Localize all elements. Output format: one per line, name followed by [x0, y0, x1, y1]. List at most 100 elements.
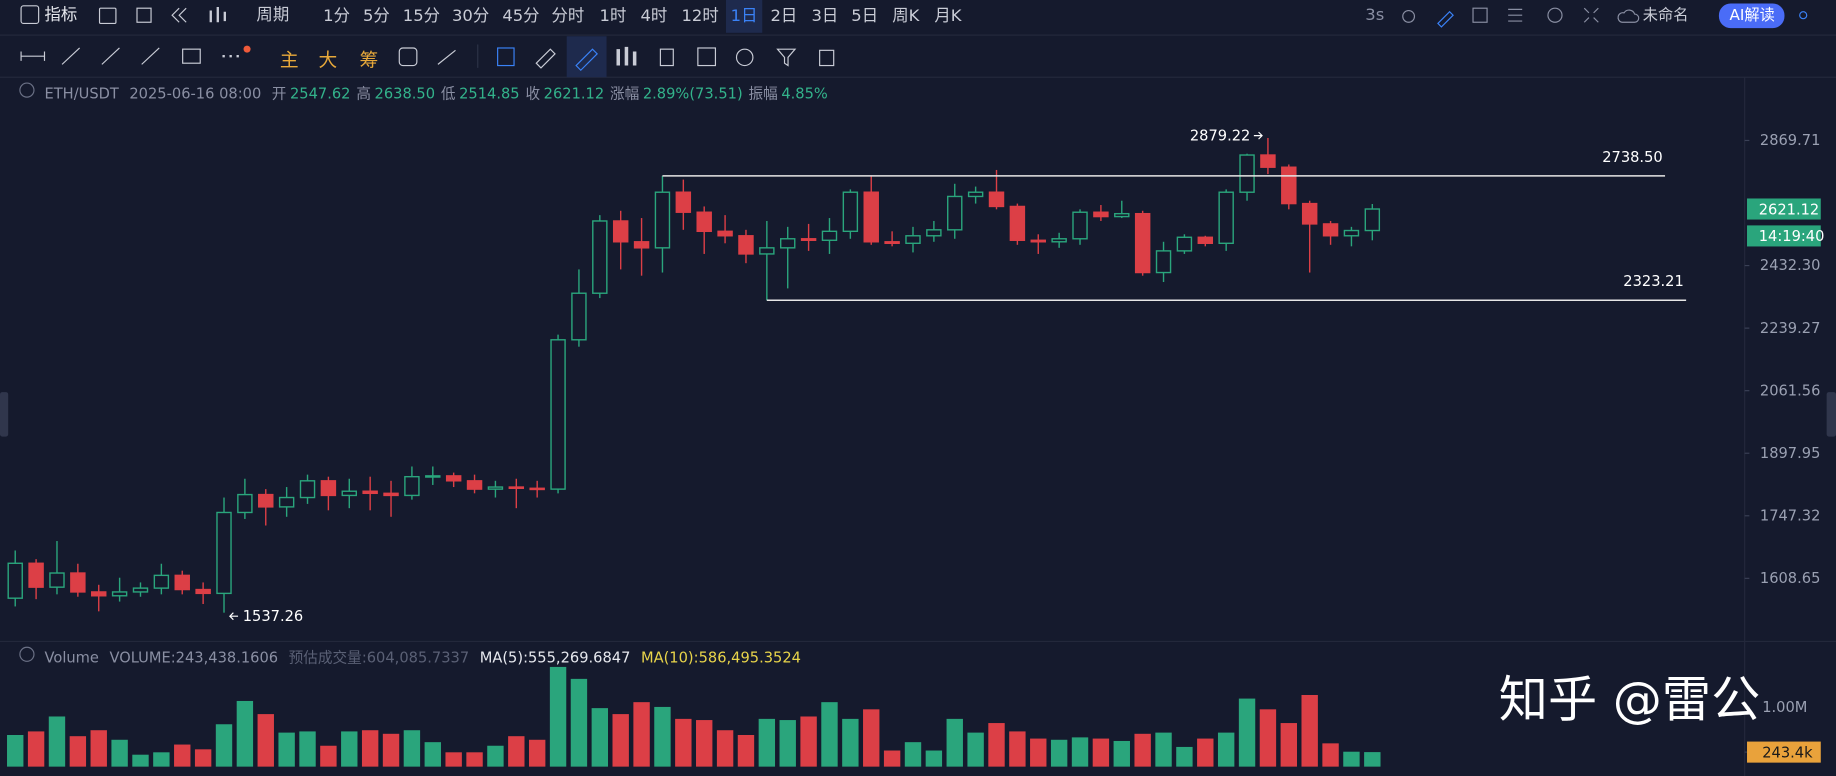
- interval-button[interactable]: 4时: [640, 7, 668, 26]
- volume-bar: [737, 734, 755, 767]
- collapse-icon[interactable]: [19, 646, 35, 662]
- layout-name[interactable]: 未命名: [1642, 7, 1689, 25]
- candle-body: [91, 591, 107, 597]
- symbol: ETH/USDT: [44, 84, 119, 102]
- camera-icon[interactable]: [1402, 9, 1416, 23]
- interval-button[interactable]: 月K: [934, 7, 962, 26]
- ma5: MA(5):555,269.6847: [479, 648, 631, 666]
- filter-tool[interactable]: [776, 48, 797, 67]
- replay-icon[interactable]: [171, 7, 187, 23]
- interval-button[interactable]: 周K: [892, 7, 920, 26]
- candle-body: [28, 562, 44, 588]
- volume-bar: [1113, 740, 1130, 767]
- interval-button[interactable]: 5分: [362, 7, 390, 26]
- settings-icon[interactable]: [1547, 7, 1563, 23]
- candle-body: [1030, 239, 1046, 243]
- ruler-tool[interactable]: [535, 48, 556, 69]
- draw-icon[interactable]: [1437, 10, 1454, 28]
- candle-body: [7, 562, 23, 599]
- field-value: 2547.62: [289, 84, 351, 102]
- delete-tool[interactable]: [819, 49, 835, 67]
- price-tag: [1747, 198, 1821, 220]
- candle-body: [988, 191, 1005, 208]
- candle-body: [132, 587, 149, 593]
- collapse-icon[interactable]: [19, 82, 35, 98]
- period-button[interactable]: 周期: [256, 5, 290, 25]
- tool[interactable]: [659, 48, 674, 67]
- field-label: 开: [271, 84, 287, 102]
- volume-bar: [361, 730, 379, 767]
- interval-button[interactable]: 15分: [402, 7, 441, 26]
- volume-bar: [654, 706, 671, 767]
- interval-button[interactable]: 45分: [502, 7, 540, 26]
- volume-bar: [424, 742, 441, 767]
- volume-bar: [1343, 751, 1360, 767]
- interval-button[interactable]: 1分: [323, 7, 351, 26]
- countdown-label: 14:19:40: [1759, 228, 1825, 245]
- tool[interactable]: [497, 47, 515, 67]
- fullscreen-icon[interactable]: [1583, 7, 1599, 23]
- interval-button[interactable]: 3日: [811, 7, 839, 26]
- candle-body: [717, 230, 733, 237]
- y-tick-label: 2869.71: [1760, 132, 1820, 149]
- list-icon[interactable]: [1508, 8, 1523, 22]
- trend-tool[interactable]: [61, 47, 81, 65]
- tool[interactable]: [616, 46, 637, 66]
- candle-body: [1072, 211, 1088, 240]
- chart-type-icon[interactable]: [209, 7, 226, 23]
- chip-button[interactable]: 筹: [359, 49, 379, 72]
- ray-tool[interactable]: [101, 47, 120, 65]
- candle-body: [487, 486, 504, 490]
- volume-bar: [696, 720, 713, 767]
- interval-button[interactable]: 分时: [551, 7, 585, 26]
- extend-tool[interactable]: [141, 47, 160, 65]
- side-tab[interactable]: [1826, 392, 1836, 437]
- interval-button[interactable]: 30分: [451, 7, 490, 26]
- share-icon[interactable]: [1799, 11, 1808, 20]
- volume-bar: [257, 714, 274, 767]
- interval-button[interactable]: 12时: [681, 7, 719, 26]
- volume-bar: [341, 731, 358, 767]
- volume-bar: [925, 750, 943, 767]
- candle-body: [905, 235, 921, 244]
- cloud-icon[interactable]: [1617, 9, 1640, 23]
- alert-icon[interactable]: [1472, 7, 1488, 23]
- tool[interactable]: [697, 47, 717, 67]
- hline-tool[interactable]: [20, 51, 46, 61]
- horizontal-line-label: 2738.50: [1602, 149, 1662, 166]
- field-value: 4.85%: [781, 84, 828, 102]
- volume-bar: [1134, 733, 1151, 767]
- candle-body: [633, 241, 650, 249]
- refresh[interactable]: 3s: [1365, 5, 1385, 25]
- volume-bar: [633, 702, 650, 767]
- volume-bar: [1322, 743, 1339, 767]
- rect-tool[interactable]: [182, 48, 201, 64]
- calendar-icon[interactable]: [98, 7, 117, 24]
- chip-button[interactable]: 主: [279, 49, 299, 72]
- interval-button[interactable]: 2日: [770, 7, 798, 26]
- candle-body: [842, 191, 859, 233]
- volume-bar: [48, 716, 66, 767]
- magnet-tool[interactable]: [735, 48, 754, 67]
- side-tab[interactable]: [0, 392, 9, 437]
- volume-bar: [821, 702, 838, 767]
- tool[interactable]: [437, 49, 456, 65]
- ai-button-label[interactable]: AI解读: [1729, 7, 1775, 25]
- ai-button[interactable]: [1718, 3, 1785, 29]
- interval-button[interactable]: 5日: [851, 7, 879, 26]
- candle-body: [1260, 154, 1276, 168]
- candle-body: [153, 574, 170, 589]
- pen-tool[interactable]: [575, 48, 598, 72]
- indicator-icon[interactable]: [20, 5, 40, 24]
- field-label: 高: [356, 84, 371, 102]
- chip-button[interactable]: 大: [318, 49, 338, 72]
- volume-value: VOLUME:243,438.1606: [109, 648, 279, 666]
- tool[interactable]: [398, 47, 418, 67]
- countdown-tag: [1747, 225, 1821, 247]
- interval-button[interactable]: 1日: [725, 0, 763, 33]
- volume-bar: [716, 730, 734, 767]
- interval-button[interactable]: 1时: [599, 7, 627, 26]
- indicator-button[interactable]: 指标: [44, 5, 78, 25]
- y-tick-label: 2061.56: [1760, 382, 1820, 399]
- layout-icon[interactable]: [136, 7, 152, 23]
